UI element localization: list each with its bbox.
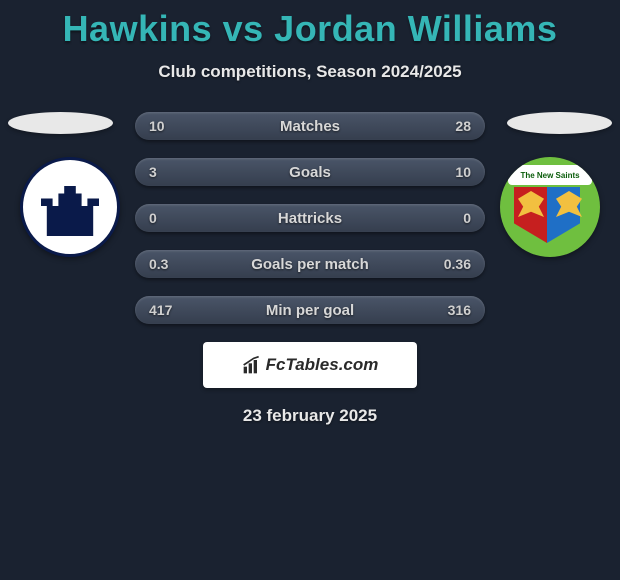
stat-right-value: 28 — [455, 118, 471, 134]
stat-row-matches: 10 Matches 28 — [135, 112, 485, 140]
stat-label: Matches — [135, 118, 485, 135]
brand-text: FcTables.com — [266, 355, 379, 375]
shadow-ellipse-left — [8, 112, 113, 134]
brand-box[interactable]: FcTables.com — [203, 342, 417, 388]
stat-row-goals: 3 Goals 10 — [135, 158, 485, 186]
subtitle: Club competitions, Season 2024/2025 — [0, 62, 620, 82]
stat-left-value: 10 — [149, 118, 165, 134]
stat-row-hattricks: 0 Hattricks 0 — [135, 204, 485, 232]
stat-right-value: 10 — [455, 164, 471, 180]
shadow-ellipse-right — [507, 112, 612, 134]
stat-row-goals-per-match: 0.3 Goals per match 0.36 — [135, 250, 485, 278]
stat-label: Goals per match — [135, 256, 485, 273]
stat-right-value: 316 — [448, 302, 471, 318]
stat-right-value: 0.36 — [444, 256, 471, 272]
castle-icon — [41, 186, 99, 236]
stat-left-value: 3 — [149, 164, 157, 180]
stat-left-value: 0 — [149, 210, 157, 226]
stat-row-min-per-goal: 417 Min per goal 316 — [135, 296, 485, 324]
brand-logo: FcTables.com — [242, 355, 379, 375]
page-title: Hawkins vs Jordan Williams — [0, 0, 620, 50]
stat-left-value: 417 — [149, 302, 172, 318]
bar-chart-icon — [242, 355, 262, 375]
mid-section: The New Saints 10 Matches 28 3 Goals 10 … — [0, 112, 620, 426]
crest-banner: The New Saints — [508, 165, 592, 185]
stat-left-value: 0.3 — [149, 256, 168, 272]
club-crest-right: The New Saints — [500, 157, 600, 257]
stat-label: Hattricks — [135, 210, 485, 227]
comparison-card: Hawkins vs Jordan Williams Club competit… — [0, 0, 620, 580]
date-label: 23 february 2025 — [0, 406, 620, 426]
stat-label: Min per goal — [135, 302, 485, 319]
stat-right-value: 0 — [463, 210, 471, 226]
stats-table: 10 Matches 28 3 Goals 10 0 Hattricks 0 0… — [135, 112, 485, 324]
stat-label: Goals — [135, 164, 485, 181]
club-crest-left — [20, 157, 120, 257]
